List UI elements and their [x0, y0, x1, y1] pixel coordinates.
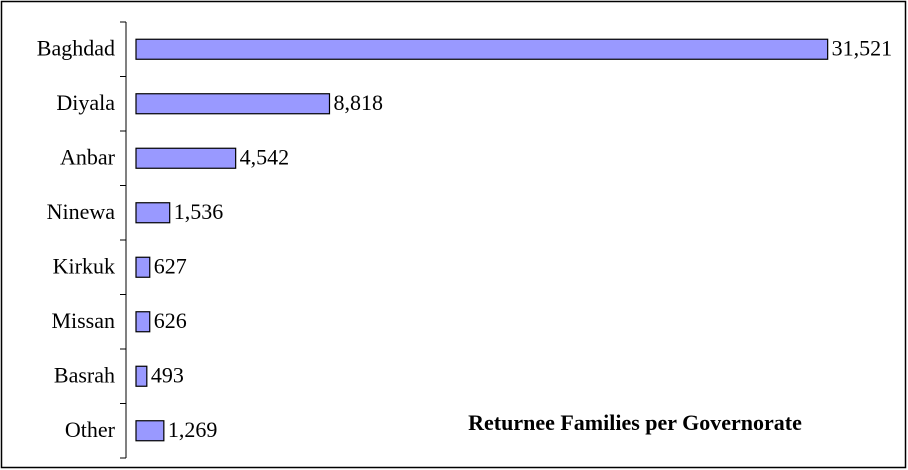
value-label: 31,521 [832, 35, 893, 60]
y-tick-label: Ninewa [47, 199, 116, 224]
y-tick-label: Missan [51, 308, 115, 333]
y-tick-label: Basrah [54, 362, 115, 387]
value-label: 8,818 [333, 90, 383, 115]
value-label: 4,542 [240, 144, 290, 169]
value-label: 1,536 [174, 199, 224, 224]
bar [135, 38, 829, 60]
value-label: 627 [154, 253, 187, 278]
y-tick-label: Diyala [56, 90, 115, 115]
y-tick-label: Kirkuk [53, 253, 115, 278]
bar [135, 202, 171, 224]
value-label: 626 [154, 308, 187, 333]
bar [135, 147, 237, 169]
y-tick-label: Other [65, 417, 116, 442]
y-tick-label: Baghdad [37, 35, 115, 60]
value-label: 493 [151, 362, 184, 387]
bar [135, 93, 331, 115]
bar [135, 256, 151, 278]
bar [135, 365, 148, 387]
value-label: 1,269 [168, 417, 218, 442]
bar [135, 420, 165, 442]
chart-title: Returnee Families per Governorate [468, 410, 802, 435]
bar [135, 311, 151, 333]
y-tick-label: Anbar [60, 144, 116, 169]
